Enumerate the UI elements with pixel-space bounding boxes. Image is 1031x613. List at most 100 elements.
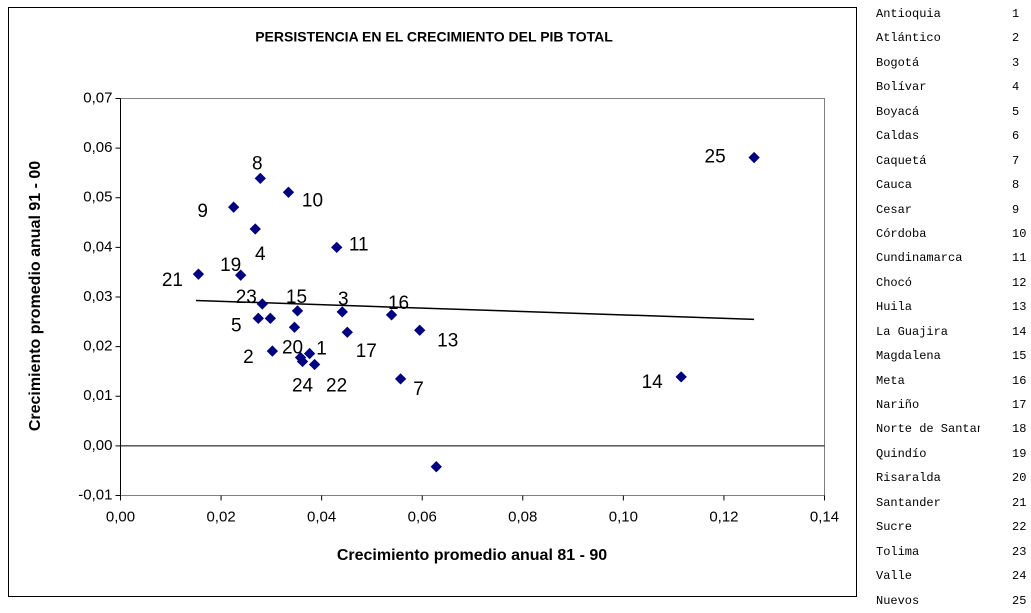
region-number: 10: [1012, 226, 1027, 241]
region-number: 24: [1012, 569, 1027, 584]
point: [430, 461, 442, 473]
region-name: Magdalena: [876, 349, 941, 364]
point: [288, 321, 301, 333]
x-tick-label: 0,12: [709, 508, 738, 525]
point-label: 11: [349, 234, 369, 255]
y-tick-label: 0,02: [83, 338, 112, 355]
region-number: 14: [1012, 324, 1027, 339]
y-tick-label: 0,04: [83, 238, 112, 255]
point-label: 22: [326, 376, 347, 397]
table-row: Córdoba 10: [872, 222, 1031, 246]
region-number: 25: [1012, 593, 1027, 608]
x-tick-label: 0,04: [307, 508, 336, 525]
region-number: 21: [1012, 495, 1027, 510]
point: [256, 298, 268, 310]
point-label: 15: [286, 287, 307, 308]
trendline: [195, 299, 755, 321]
y-tick-label: -0,01: [78, 486, 112, 503]
region-number: 6: [1012, 129, 1020, 144]
region-name: Nuevos: [876, 593, 920, 608]
region-number: 3: [1012, 55, 1020, 70]
plot-area: [120, 98, 825, 496]
point: [254, 172, 266, 185]
region-name: Bolívar: [876, 80, 927, 95]
point-label: 7: [413, 379, 424, 400]
region-name: Valle: [876, 569, 913, 584]
table-row: Caldas 6: [872, 124, 1031, 148]
region-number: 7: [1012, 153, 1020, 168]
region-number: 22: [1012, 520, 1027, 535]
x-axis-title: Crecimiento promedio anual 81 - 90: [337, 547, 607, 564]
point: [291, 305, 304, 317]
table-row: Tolima 23: [872, 540, 1031, 564]
point-label: 8: [252, 153, 263, 174]
point: [227, 201, 240, 213]
region-number: 2: [1012, 31, 1020, 46]
region-number: 12: [1012, 275, 1027, 290]
point-label: 20: [282, 338, 303, 359]
table-row: Chocó 12: [872, 271, 1031, 295]
region-name: Quindío: [876, 446, 927, 461]
table-row: Atlántico 2: [872, 26, 1031, 50]
table-row: Magdalena 15: [872, 344, 1031, 368]
region-name: Antioquia: [876, 7, 941, 21]
point: [336, 306, 348, 318]
point: [192, 268, 205, 280]
region-name: Nariño: [876, 398, 920, 412]
y-tick-label: 0,00: [83, 437, 112, 454]
point-label: 4: [255, 244, 266, 265]
region-number: 4: [1012, 80, 1020, 95]
point-label: 16: [388, 293, 409, 314]
point: [308, 358, 321, 371]
point: [296, 355, 309, 368]
point: [414, 324, 426, 336]
point-label: 23: [236, 287, 257, 308]
point: [748, 151, 760, 164]
region-name: Cundinamarca: [876, 251, 963, 266]
point-label: 17: [356, 341, 377, 362]
table-row: Cesar 9: [872, 198, 1031, 222]
region-number: 11: [1012, 251, 1027, 266]
y-tick-label: 0,03: [83, 288, 112, 305]
region-name: Tolima: [876, 544, 920, 559]
point-label: 19: [220, 255, 241, 276]
region-number: 9: [1012, 202, 1020, 217]
table-row: Sucre 22: [872, 515, 1031, 539]
point: [303, 347, 316, 360]
point-label: 9: [197, 201, 208, 222]
region-name: Sucre: [876, 520, 913, 535]
y-tick-label: 0,01: [83, 387, 112, 404]
region-name: Meta: [876, 373, 905, 388]
region-name: Norte de Santander: [876, 422, 980, 437]
table-row: Meta 16: [872, 369, 1031, 393]
table-row: Antioquia 1: [872, 2, 1031, 26]
x-tick-label: 0,14: [810, 508, 839, 525]
point-label: 14: [642, 372, 664, 393]
region-number: 23: [1012, 544, 1027, 559]
table-row: La Guajira 14: [872, 320, 1031, 344]
point: [235, 269, 247, 281]
region-name: Córdoba: [876, 226, 927, 241]
table-row: Huila 13: [872, 295, 1031, 319]
point-label: 24: [292, 376, 314, 397]
point-label: 13: [437, 330, 458, 351]
table-row: Bogotá 3: [872, 51, 1031, 75]
point: [331, 241, 343, 254]
point-label: 5: [231, 315, 242, 336]
y-tick-label: 0,05: [83, 189, 112, 206]
region-name: Santander: [876, 495, 941, 510]
table-row: Quindío 19: [872, 442, 1031, 466]
region-name: Caldas: [876, 129, 920, 144]
table-row: Risaralda 20: [872, 466, 1031, 490]
table-row: Caquetá 7: [872, 149, 1031, 173]
chart-title: PERSISTENCIA EN EL CRECIMIENTO DEL PIB T…: [255, 29, 613, 45]
point: [394, 373, 407, 385]
region-name: Huila: [876, 300, 913, 315]
table-row: Cundinamarca 11: [872, 246, 1031, 270]
point: [249, 223, 261, 235]
region-number: 19: [1012, 446, 1027, 461]
x-tick-label: 0,00: [106, 508, 135, 525]
point: [264, 312, 277, 324]
region-number: 13: [1012, 300, 1027, 315]
